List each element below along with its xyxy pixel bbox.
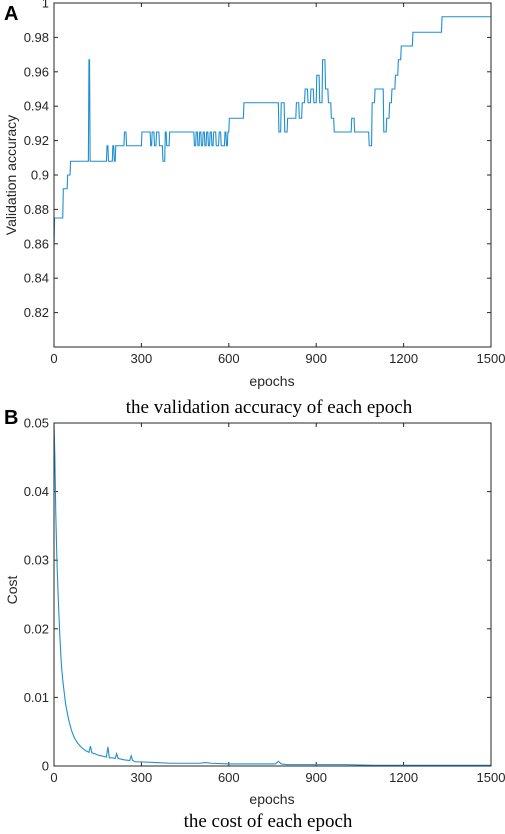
x-axis-label: epochs <box>249 791 294 807</box>
y-axis-label: Validation accuracy <box>3 115 19 235</box>
y-tick-label: 0 <box>42 759 49 774</box>
tick-group: 0 300 600 900 1200 1500 0.82 0.84 0.86 0.88 0.9 0.9… <box>24 0 505 366</box>
cost-line <box>53 422 491 766</box>
y-tick-label: 0.98 <box>24 30 49 45</box>
x-tick-label: 1500 <box>477 770 505 785</box>
y-tick-label: 0.86 <box>24 236 49 251</box>
panel-letter: B <box>4 407 18 429</box>
y-tick-label: 0.82 <box>24 305 49 320</box>
tick-group: 0 300 600 900 1200 1500 0 0.01 0.02 0.03 0.04 0.05 <box>24 416 505 786</box>
x-tick-label: 1500 <box>477 351 505 366</box>
y-tick-label: 0.92 <box>24 133 49 148</box>
plot-frame <box>53 2 492 348</box>
plot-frame <box>53 422 492 767</box>
y-tick-label: 0.88 <box>24 202 49 217</box>
y-tick-label: 0.9 <box>31 168 49 183</box>
x-tick-label: 900 <box>305 351 327 366</box>
x-tick-label: 600 <box>218 770 240 785</box>
y-tick-label: 0.05 <box>24 416 49 431</box>
x-tick-label: 0 <box>50 770 57 785</box>
y-tick-label: 0.04 <box>24 484 49 499</box>
accuracy-line <box>53 16 491 248</box>
x-tick-label: 600 <box>218 351 240 366</box>
y-tick-label: 0.01 <box>24 690 49 705</box>
y-tick-label: 0.96 <box>24 64 49 79</box>
x-tick-label: 300 <box>131 770 153 785</box>
x-tick-label: 900 <box>305 770 327 785</box>
y-tick-label: 1 <box>42 0 49 11</box>
y-tick-label: 0.84 <box>24 271 49 286</box>
cost-panel: B 0 300 600 900 1200 1500 0 0.01 0.02 0.03 0.04 0.0… <box>4 407 505 832</box>
x-tick-label: 300 <box>131 351 153 366</box>
y-axis-label: Cost <box>4 576 20 605</box>
y-tick-label: 0.94 <box>24 99 49 114</box>
accuracy-panel: A 0 300 600 900 1200 15000.820.840.860.880.90… <box>3 0 505 418</box>
x-axis-label: epochs <box>249 373 294 389</box>
x-tick-label: 1200 <box>389 351 418 366</box>
y-tick-label: 0.03 <box>24 553 49 568</box>
caption: the validation accuracy of each epoch <box>126 397 413 418</box>
x-tick-label: 0 <box>50 351 57 366</box>
y-tick-label: 0.02 <box>24 621 49 636</box>
caption: the cost of each epoch <box>184 811 353 832</box>
x-tick-label: 1200 <box>389 770 418 785</box>
panel-letter: A <box>4 3 18 25</box>
